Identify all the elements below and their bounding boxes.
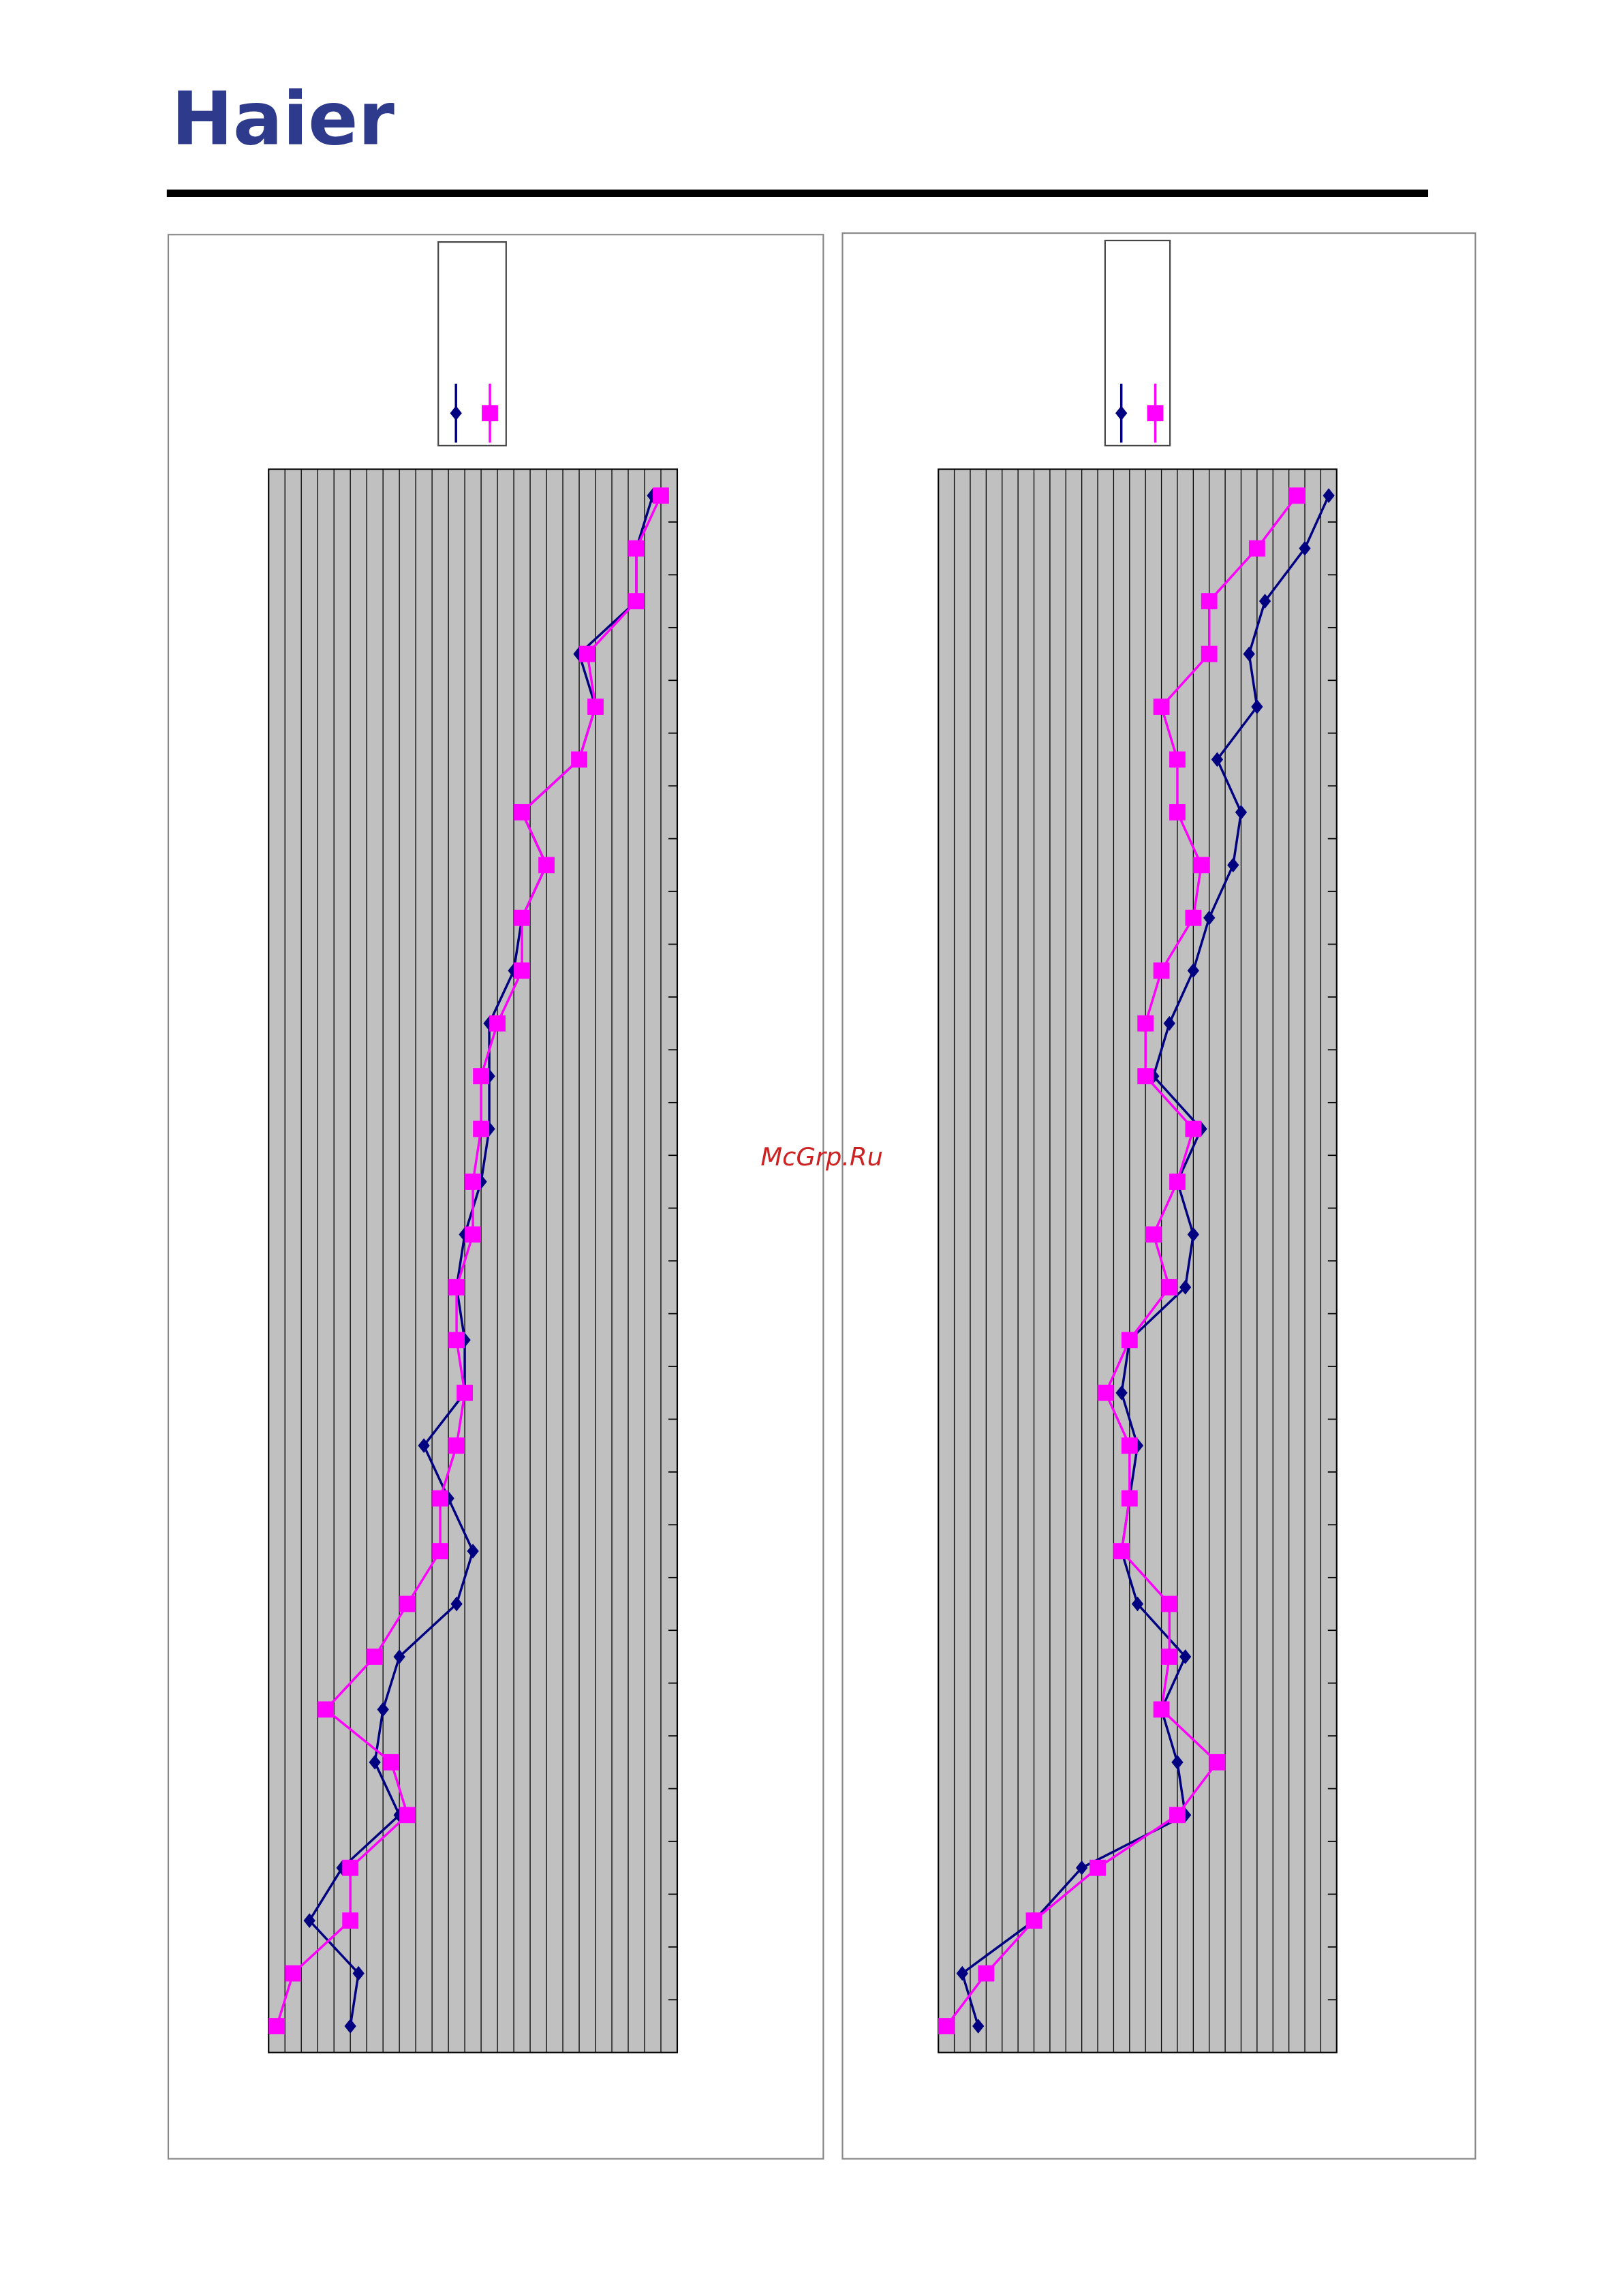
data-point bbox=[978, 1965, 995, 1982]
data-point bbox=[1248, 540, 1265, 557]
data-point bbox=[1193, 857, 1209, 874]
logo: Haier bbox=[171, 76, 395, 162]
data-point bbox=[1203, 910, 1216, 925]
data-point bbox=[1089, 1859, 1106, 1876]
series-line bbox=[275, 495, 662, 2027]
charts bbox=[268, 383, 1338, 2053]
data-point bbox=[1169, 803, 1186, 821]
data-point bbox=[1179, 1649, 1192, 1664]
chart-frame bbox=[167, 234, 824, 2160]
data-point bbox=[938, 2018, 955, 2034]
data-point bbox=[1169, 751, 1186, 768]
data-point bbox=[514, 962, 530, 979]
data-point bbox=[1161, 1279, 1178, 1296]
data-point bbox=[1169, 1807, 1186, 1824]
data-point bbox=[383, 1754, 400, 1771]
data-point bbox=[1251, 699, 1263, 714]
data-point bbox=[628, 540, 645, 557]
data-point bbox=[956, 1965, 968, 1981]
data-point bbox=[1171, 1754, 1184, 1770]
legend-marker bbox=[1115, 405, 1128, 421]
data-point bbox=[448, 1332, 465, 1349]
data-point bbox=[628, 593, 645, 610]
chart-frame bbox=[841, 232, 1477, 2160]
series-line bbox=[961, 495, 1330, 2027]
data-point bbox=[1145, 1226, 1162, 1243]
data-point bbox=[399, 1807, 416, 1824]
data-point bbox=[579, 645, 596, 662]
data-point bbox=[1179, 1280, 1192, 1295]
data-point bbox=[432, 1490, 449, 1507]
data-point bbox=[1169, 1174, 1186, 1190]
data-point bbox=[1185, 909, 1202, 926]
plot-area bbox=[268, 469, 677, 2053]
data-point bbox=[318, 1701, 335, 1718]
data-point bbox=[1258, 594, 1271, 609]
data-point bbox=[1153, 1701, 1170, 1718]
data-point bbox=[571, 751, 587, 768]
data-point bbox=[489, 1015, 506, 1032]
data-point bbox=[1235, 805, 1248, 820]
data-point bbox=[473, 1068, 489, 1085]
data-point bbox=[514, 803, 530, 821]
data-point bbox=[1185, 1120, 1202, 1137]
data-point bbox=[1113, 1543, 1130, 1559]
legend-marker bbox=[450, 405, 462, 421]
plot-area bbox=[938, 469, 1337, 2053]
data-point bbox=[450, 1596, 463, 1612]
data-point bbox=[1137, 1015, 1154, 1032]
data-point bbox=[344, 2019, 356, 2034]
data-point bbox=[465, 1174, 482, 1190]
data-point bbox=[467, 1544, 479, 1559]
data-point bbox=[538, 857, 555, 874]
data-point bbox=[268, 2018, 285, 2034]
data-point bbox=[1161, 1595, 1178, 1612]
data-point bbox=[1153, 699, 1170, 715]
data-point bbox=[1163, 1015, 1175, 1031]
series-line bbox=[945, 495, 1298, 2027]
data-point bbox=[342, 1859, 359, 1876]
data-point bbox=[432, 1543, 449, 1559]
data-point bbox=[1209, 1754, 1226, 1771]
data-point bbox=[653, 487, 669, 504]
data-point bbox=[448, 1279, 465, 1296]
watermark: McGrp.Ru bbox=[760, 1142, 883, 1172]
data-point bbox=[448, 1437, 465, 1454]
data-point bbox=[1161, 1649, 1178, 1665]
data-point bbox=[1131, 1596, 1144, 1612]
plot-border bbox=[268, 468, 679, 2053]
data-point bbox=[285, 1965, 302, 1982]
data-point bbox=[1187, 1227, 1200, 1242]
data-point bbox=[1201, 593, 1218, 610]
data-point bbox=[473, 1120, 489, 1137]
data-point bbox=[465, 1226, 482, 1243]
data-point bbox=[1288, 487, 1305, 504]
data-point bbox=[587, 699, 604, 715]
data-point bbox=[1121, 1437, 1138, 1454]
data-point bbox=[1025, 1912, 1042, 1929]
data-point bbox=[1121, 1490, 1138, 1507]
data-point bbox=[367, 1649, 384, 1665]
legend-marker bbox=[482, 405, 498, 422]
data-point bbox=[1243, 646, 1255, 662]
data-point bbox=[1121, 1332, 1138, 1349]
data-point bbox=[1153, 962, 1170, 979]
data-point bbox=[457, 1384, 474, 1401]
data-point bbox=[972, 2019, 985, 2034]
data-point bbox=[393, 1649, 405, 1664]
plot-border bbox=[938, 468, 1338, 2053]
data-point bbox=[342, 1912, 359, 1929]
data-point bbox=[514, 909, 530, 926]
data-point bbox=[1097, 1384, 1114, 1401]
data-point bbox=[1201, 645, 1218, 662]
legend-marker bbox=[1147, 405, 1164, 422]
data-point bbox=[1137, 1068, 1154, 1085]
data-point bbox=[1187, 963, 1200, 979]
data-point bbox=[399, 1595, 416, 1612]
